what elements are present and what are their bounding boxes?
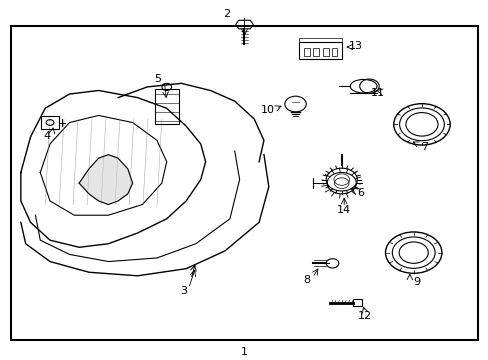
Text: 12: 12	[357, 311, 371, 321]
Text: 3: 3	[180, 286, 187, 296]
Text: 5: 5	[154, 74, 161, 84]
Bar	[299, 42, 342, 59]
Text: 2: 2	[223, 9, 229, 19]
Text: 6: 6	[357, 188, 364, 198]
Bar	[322, 49, 328, 56]
Text: 8: 8	[303, 275, 310, 285]
Bar	[331, 49, 337, 56]
Bar	[304, 49, 309, 56]
Polygon shape	[79, 155, 132, 204]
Text: 1: 1	[241, 347, 247, 357]
Bar	[41, 116, 59, 129]
Text: 10: 10	[260, 105, 274, 115]
Bar	[299, 39, 342, 42]
Text: 13: 13	[347, 41, 362, 51]
Bar	[312, 49, 318, 56]
Text: 4: 4	[43, 131, 50, 141]
Text: 7: 7	[420, 142, 427, 152]
Text: 11: 11	[370, 88, 385, 98]
Bar	[352, 299, 361, 306]
Bar	[11, 26, 477, 340]
Text: 14: 14	[336, 205, 350, 215]
Bar	[154, 89, 179, 124]
Text: 9: 9	[413, 277, 420, 287]
